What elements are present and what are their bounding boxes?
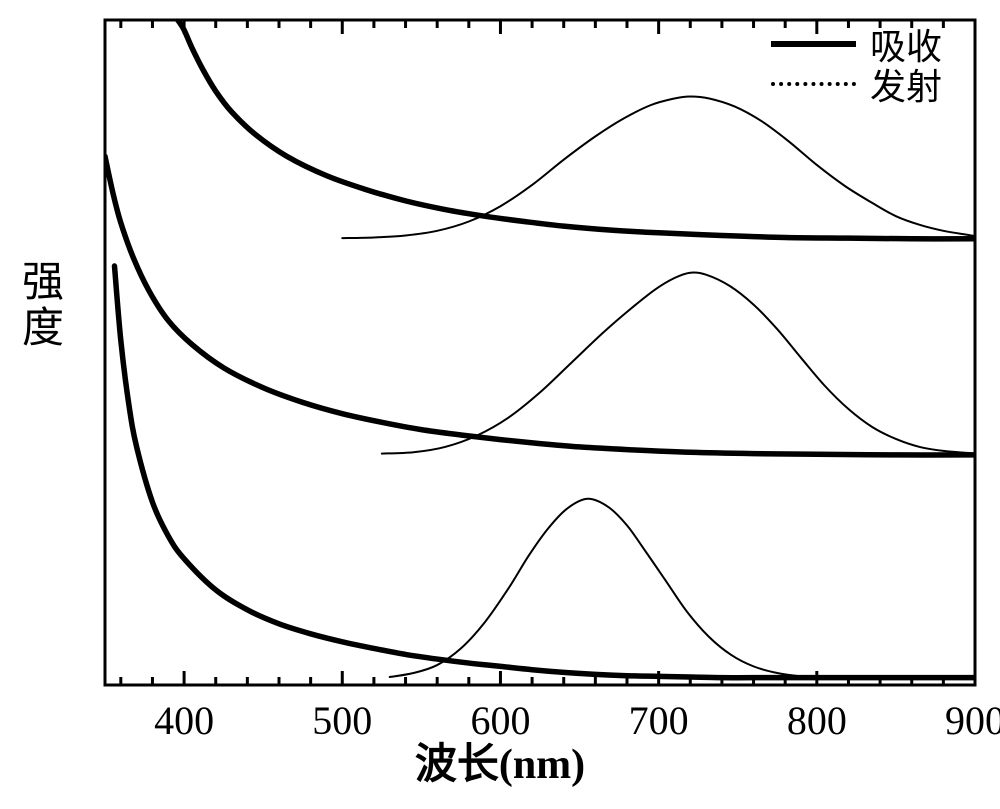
plot-area [0,0,1000,809]
legend: 吸收 发射 [771,24,950,104]
legend-swatch-dotted [771,82,856,86]
x-axis-label: 波长(nm) [0,730,1000,791]
legend-item-emission: 发射 [771,64,950,104]
legend-label: 发射 [870,58,950,110]
spectrum-chart: 强 度 400500600700800900 波长(nm) 吸收 发射 [0,0,1000,809]
legend-swatch-solid [771,41,856,47]
